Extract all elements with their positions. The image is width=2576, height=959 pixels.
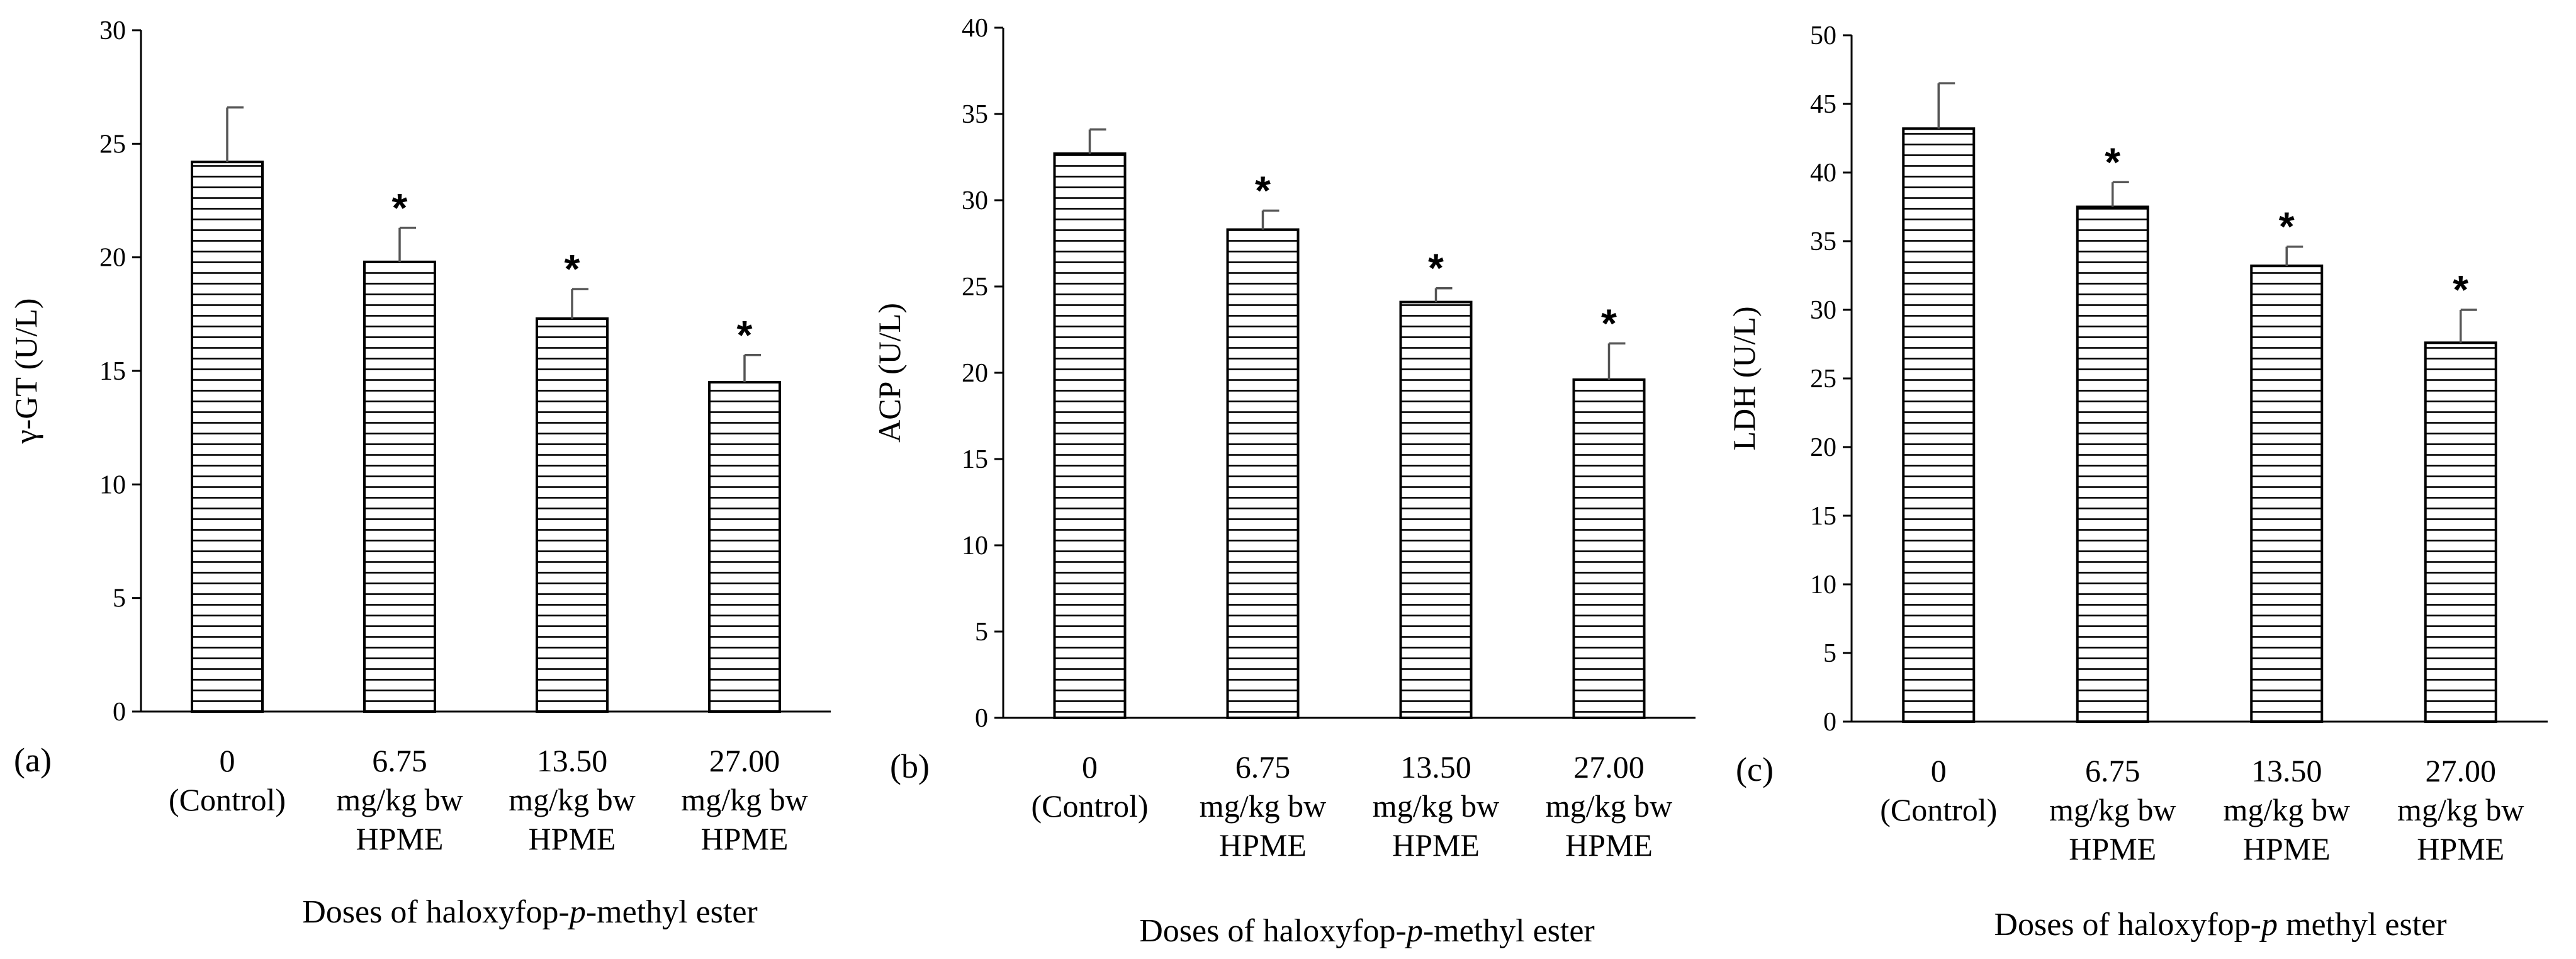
y-tick-label: 15 xyxy=(962,445,988,474)
significance-star-3: * xyxy=(2453,267,2468,312)
category-label: 27.00 xyxy=(2426,753,2497,788)
y-tick-label: 5 xyxy=(1823,639,1836,668)
panel-label: (b) xyxy=(890,747,930,785)
category-label: mg/kg bw xyxy=(1546,788,1672,824)
category-label: 6.75 xyxy=(372,743,427,778)
category-label: HPME xyxy=(2243,831,2331,866)
category-label: mg/kg bw xyxy=(2397,792,2524,827)
category-label: 6.75 xyxy=(2085,753,2140,788)
y-tick-label: 0 xyxy=(113,698,126,727)
significance-star-1: * xyxy=(2105,139,2120,184)
category-label: HPME xyxy=(2069,831,2156,866)
bar-0 xyxy=(1053,152,1127,719)
significance-star-1: * xyxy=(392,185,408,230)
category-label: 27.00 xyxy=(709,743,780,778)
y-tick-label: 0 xyxy=(1823,708,1836,737)
x-axis-title: Doses of haloxyfop-p-methyl ester xyxy=(1139,913,1595,949)
y-tick-label: 50 xyxy=(1810,21,1836,50)
chart-a-svg: 0 5 10 15 20 25 30 γ-GT (U/L) 0 (Control) * 6.75 mg/… xyxy=(8,16,831,930)
bar-1 xyxy=(1226,228,1300,719)
y-tick-label: 35 xyxy=(962,100,988,129)
y-tick-label: 40 xyxy=(962,14,988,43)
category-label: 13.50 xyxy=(1400,749,1471,785)
y-tick-label: 15 xyxy=(99,357,126,386)
y-tick-label: 0 xyxy=(975,704,988,733)
y-tick-label: 20 xyxy=(1810,433,1836,462)
category-label: mg/kg bw xyxy=(509,782,635,817)
y-tick-label: 25 xyxy=(962,273,988,302)
y-tick-label: 30 xyxy=(1810,296,1836,325)
category-label: HPME xyxy=(1565,827,1653,863)
bar-2 xyxy=(2250,264,2324,723)
category-label: HPME xyxy=(356,821,444,856)
y-tick-label: 25 xyxy=(99,130,126,159)
category-label: 13.50 xyxy=(537,743,608,778)
category-label: 27.00 xyxy=(1573,749,1645,785)
significance-star-2: * xyxy=(565,246,580,292)
panel-label: (a) xyxy=(14,741,52,779)
significance-star-3: * xyxy=(737,312,753,358)
category-label: 0 xyxy=(1931,753,1947,788)
bar-0 xyxy=(191,161,264,713)
bar-0 xyxy=(1902,127,1976,724)
category-label: HPME xyxy=(2417,831,2504,866)
category-label: 13.50 xyxy=(2251,753,2322,788)
y-tick-label: 15 xyxy=(1810,502,1836,531)
y-tick-label: 10 xyxy=(962,531,988,560)
chart-panel-c: 0 5 10 15 20 25 30 35 40 45 50 LDH (U/L) 0 (Control) *… xyxy=(1717,0,2576,959)
y-tick-label: 35 xyxy=(1810,227,1836,256)
x-axis-title: Doses of haloxyfop-p methyl ester xyxy=(1994,907,2446,943)
bar-3 xyxy=(2424,341,2497,723)
y-tick-label: 30 xyxy=(99,16,126,45)
chart-c-svg: 0 5 10 15 20 25 30 35 40 45 50 LDH (U/L) 0 (Control) *… xyxy=(1726,21,2548,943)
bar-2 xyxy=(1399,300,1473,720)
y-tick-label: 40 xyxy=(1810,159,1836,188)
category-label: HPME xyxy=(529,821,616,856)
category-label: mg/kg bw xyxy=(1373,788,1499,824)
chart-panel-b: 0 5 10 15 20 25 30 35 40 ACP (U/L) 0 (Control) * 6.75… xyxy=(858,0,1717,959)
category-label: (Control) xyxy=(1880,792,1997,827)
chart-panel-a: 0 5 10 15 20 25 30 γ-GT (U/L) 0 (Control) * 6.75 mg/… xyxy=(0,0,858,959)
y-tick-label: 5 xyxy=(113,584,126,613)
category-label: HPME xyxy=(701,821,789,856)
y-tick-label: 20 xyxy=(962,359,988,388)
y-tick-label: 5 xyxy=(975,618,988,647)
bar-3 xyxy=(1572,378,1646,719)
y-tick-label: 30 xyxy=(962,186,988,215)
category-label: HPME xyxy=(1219,827,1307,863)
category-label: mg/kg bw xyxy=(2224,792,2350,827)
x-axis-title: Doses of haloxyfop-p-methyl ester xyxy=(302,894,758,930)
category-label: (Control) xyxy=(1031,788,1148,824)
y-tick-label: 45 xyxy=(1810,90,1836,119)
category-label: mg/kg bw xyxy=(2049,792,2176,827)
category-label: mg/kg bw xyxy=(681,782,807,817)
category-label: (Control) xyxy=(169,782,286,817)
category-label: HPME xyxy=(1392,827,1480,863)
y-tick-label: 10 xyxy=(1810,570,1836,599)
bar-1 xyxy=(363,260,436,713)
category-label: 0 xyxy=(1082,749,1098,785)
bar-1 xyxy=(2076,205,2149,723)
y-tick-label: 10 xyxy=(99,470,126,499)
y-tick-label: 20 xyxy=(99,244,126,273)
category-label: mg/kg bw xyxy=(336,782,463,817)
bar-2 xyxy=(536,317,609,713)
category-label: 0 xyxy=(220,743,235,778)
bar-3 xyxy=(708,381,781,713)
significance-star-2: * xyxy=(1428,246,1444,291)
significance-star-2: * xyxy=(2279,204,2295,249)
category-label: mg/kg bw xyxy=(1200,788,1326,824)
significance-star-1: * xyxy=(1255,167,1271,213)
y-tick-label: 25 xyxy=(1810,365,1836,394)
significance-star-3: * xyxy=(1601,300,1617,346)
panel-label: (c) xyxy=(1736,751,1774,788)
y-axis-title: γ-GT (U/L) xyxy=(8,298,43,445)
y-axis-title: ACP (U/L) xyxy=(872,303,907,443)
y-axis-title: LDH (U/L) xyxy=(1726,306,1762,450)
category-label: 6.75 xyxy=(1235,749,1291,785)
